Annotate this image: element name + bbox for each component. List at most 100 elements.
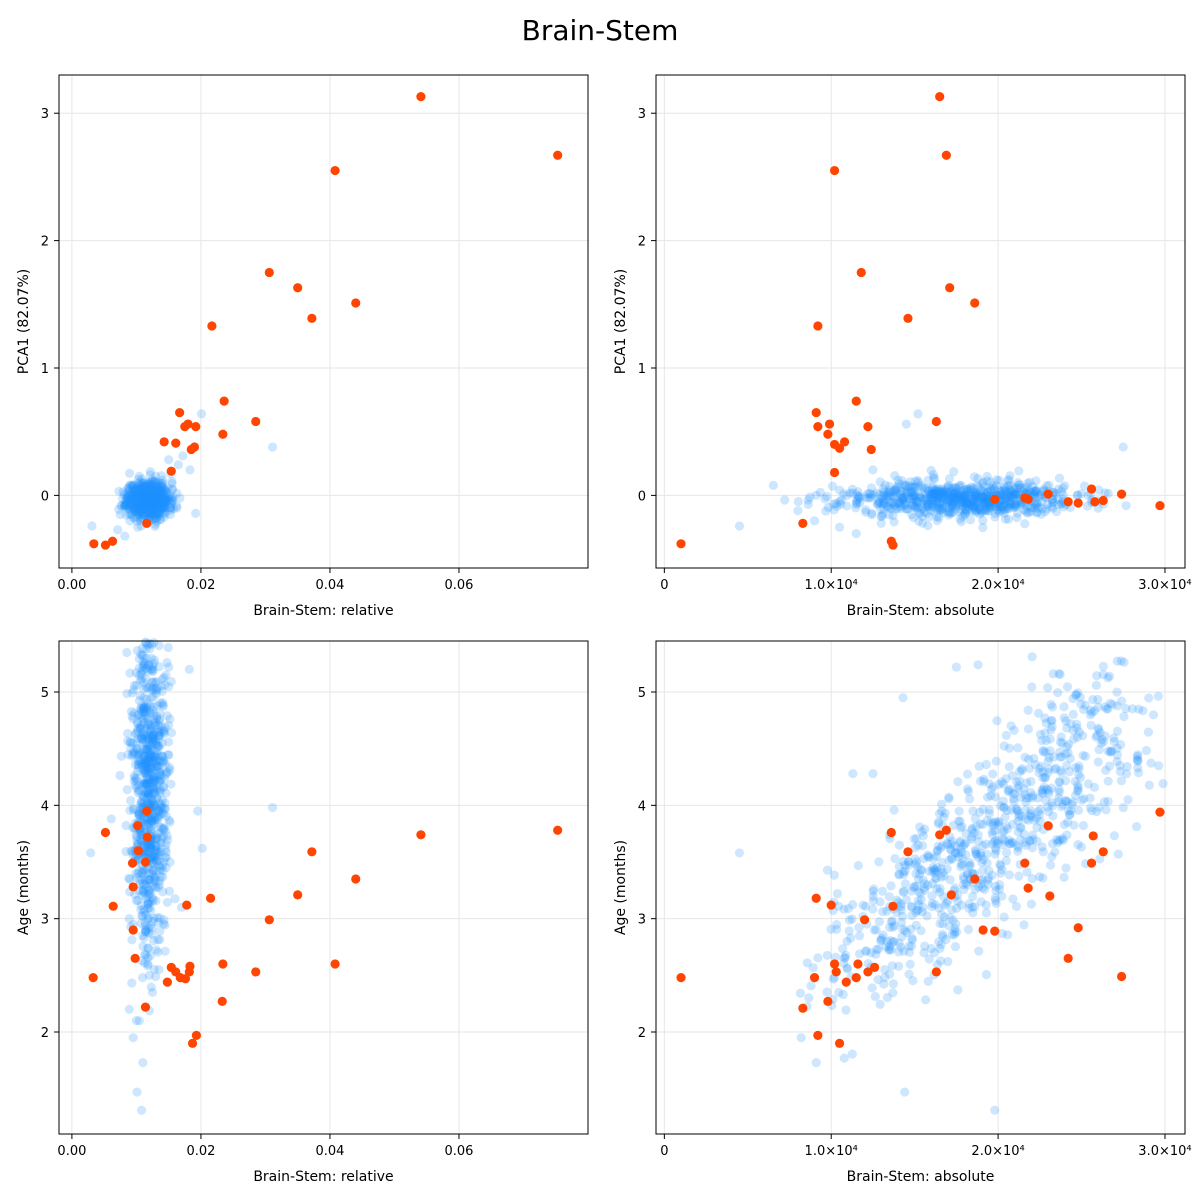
background-point bbox=[164, 750, 174, 760]
background-point bbox=[131, 488, 141, 498]
background-point bbox=[137, 488, 147, 498]
background-point bbox=[146, 501, 156, 511]
background-point bbox=[848, 769, 858, 779]
background-point bbox=[145, 491, 155, 501]
background-point bbox=[153, 485, 163, 495]
background-point bbox=[150, 492, 160, 502]
background-point bbox=[154, 489, 165, 499]
background-point bbox=[158, 496, 168, 507]
background-point bbox=[156, 497, 166, 507]
background-point bbox=[138, 496, 148, 506]
background-point bbox=[974, 503, 985, 513]
background-point bbox=[984, 866, 994, 876]
background-point bbox=[154, 497, 164, 507]
background-point bbox=[1068, 709, 1078, 719]
background-point bbox=[129, 491, 139, 501]
background-point bbox=[143, 502, 153, 512]
background-point bbox=[1032, 503, 1043, 513]
background-point bbox=[866, 492, 877, 502]
highlight-point bbox=[903, 313, 913, 323]
background-point bbox=[148, 498, 158, 508]
background-point bbox=[127, 481, 137, 491]
background-point bbox=[1072, 490, 1083, 501]
background-point bbox=[900, 1087, 910, 1097]
background-point bbox=[163, 483, 173, 493]
background-point bbox=[1141, 745, 1151, 756]
background-point bbox=[878, 504, 889, 514]
background-point bbox=[140, 483, 150, 493]
background-point bbox=[880, 480, 890, 490]
background-point bbox=[150, 486, 161, 496]
background-point bbox=[977, 508, 987, 518]
highlight-point bbox=[218, 959, 228, 969]
background-point bbox=[144, 492, 154, 502]
background-point bbox=[1055, 669, 1065, 680]
background-point bbox=[153, 489, 164, 499]
background-point bbox=[140, 491, 151, 501]
highlight-point bbox=[89, 539, 99, 549]
background-point bbox=[944, 474, 955, 484]
background-point bbox=[135, 491, 145, 501]
background-point bbox=[148, 499, 159, 509]
background-point bbox=[143, 486, 153, 496]
highlight-point bbox=[1063, 953, 1073, 963]
background-point bbox=[133, 522, 143, 532]
background-point bbox=[124, 499, 134, 509]
background-point bbox=[146, 484, 156, 494]
background-point bbox=[139, 510, 149, 520]
background-point bbox=[148, 514, 158, 524]
background-point bbox=[162, 487, 172, 497]
background-point bbox=[137, 497, 147, 507]
background-point bbox=[161, 497, 171, 507]
background-point bbox=[145, 508, 155, 518]
background-point bbox=[969, 472, 979, 482]
background-point bbox=[146, 492, 156, 502]
background-point bbox=[1020, 837, 1030, 848]
background-point bbox=[143, 493, 153, 503]
background-point bbox=[997, 495, 1007, 505]
background-point bbox=[938, 489, 948, 500]
background-point bbox=[170, 894, 180, 904]
background-point bbox=[132, 832, 142, 842]
background-point bbox=[137, 496, 147, 507]
background-point bbox=[140, 495, 150, 505]
background-point bbox=[831, 924, 842, 934]
background-point bbox=[135, 508, 145, 518]
background-point bbox=[122, 504, 132, 514]
background-point bbox=[922, 484, 932, 494]
highlight-point bbox=[931, 416, 941, 427]
background-point bbox=[142, 486, 152, 496]
background-point bbox=[916, 926, 926, 936]
background-point bbox=[146, 495, 156, 505]
background-point bbox=[140, 477, 150, 488]
background-point bbox=[968, 806, 978, 816]
background-point bbox=[128, 497, 138, 507]
background-point bbox=[140, 497, 150, 507]
background-point bbox=[151, 689, 161, 699]
background-point bbox=[999, 485, 1009, 495]
background-point bbox=[155, 487, 165, 497]
background-point bbox=[973, 493, 983, 503]
highlight-point bbox=[839, 437, 850, 447]
background-point bbox=[136, 500, 147, 511]
background-point bbox=[117, 494, 128, 504]
background-point bbox=[152, 700, 162, 711]
background-point bbox=[136, 489, 146, 499]
background-point bbox=[976, 485, 986, 495]
background-point bbox=[127, 978, 137, 988]
background-point bbox=[133, 502, 143, 512]
background-point bbox=[969, 483, 979, 494]
background-point bbox=[983, 495, 993, 505]
background-point bbox=[150, 497, 161, 507]
background-point bbox=[151, 509, 161, 520]
background-point bbox=[117, 501, 127, 511]
background-point bbox=[137, 485, 147, 495]
background-point bbox=[1012, 777, 1022, 787]
background-point bbox=[156, 497, 167, 507]
background-point bbox=[125, 480, 135, 490]
background-point bbox=[943, 480, 953, 491]
background-point bbox=[904, 481, 914, 491]
background-point bbox=[949, 467, 959, 477]
background-point bbox=[145, 488, 156, 499]
